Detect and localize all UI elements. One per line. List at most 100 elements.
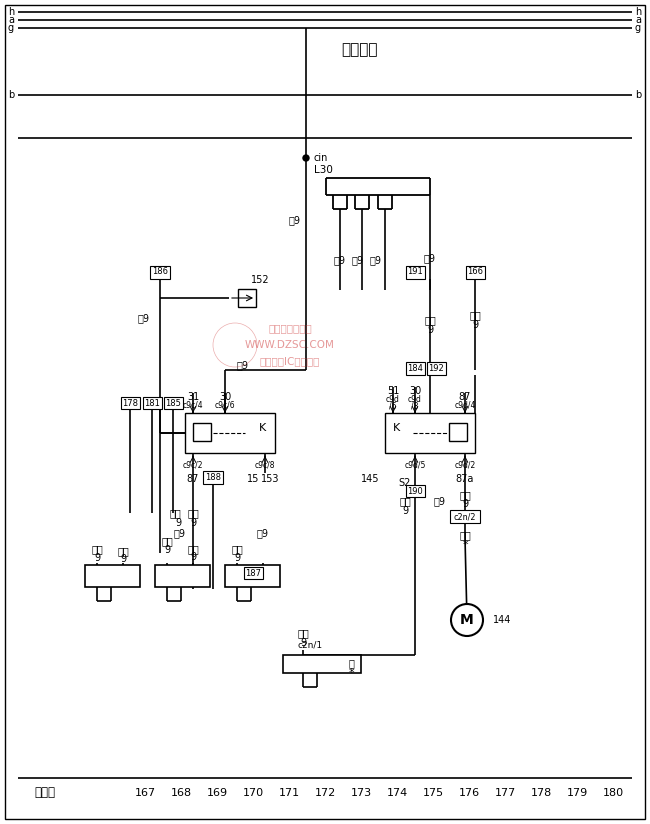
Text: 9: 9 (164, 545, 170, 555)
Text: *: * (348, 668, 354, 678)
Text: 红9: 红9 (424, 253, 436, 263)
Text: 中央电力: 中央电力 (342, 43, 378, 58)
Bar (225, 565, 280, 587)
Text: 红黑: 红黑 (459, 530, 471, 540)
Text: 9: 9 (120, 554, 126, 564)
Text: 红棕: 红棕 (169, 508, 181, 518)
Text: c9d: c9d (408, 395, 422, 404)
Text: 87a: 87a (456, 474, 474, 484)
Text: b: b (635, 90, 641, 100)
Text: 175: 175 (422, 788, 443, 798)
Text: 152: 152 (251, 275, 270, 285)
Text: K: K (259, 423, 266, 433)
Text: 9: 9 (472, 320, 478, 330)
Text: 144: 144 (493, 615, 512, 625)
Bar (283, 655, 361, 673)
Text: 红9: 红9 (289, 215, 301, 225)
Text: 177: 177 (495, 788, 515, 798)
Text: 棕9: 棕9 (138, 313, 150, 323)
Bar (385, 413, 475, 453)
Text: a: a (635, 15, 641, 25)
Text: c9c/2: c9c/2 (183, 461, 203, 470)
Text: 红9: 红9 (237, 360, 249, 370)
Bar (406, 362, 424, 374)
Text: c9d: c9d (386, 395, 400, 404)
Text: 184: 184 (407, 363, 423, 372)
Text: 172: 172 (315, 788, 335, 798)
Text: 30: 30 (409, 386, 421, 396)
Bar (203, 471, 223, 484)
Text: 167: 167 (135, 788, 155, 798)
Text: 维库电子市场网
WWW.DZSC.COM
全球最大IC采购网站: 维库电子市场网 WWW.DZSC.COM 全球最大IC采购网站 (245, 324, 335, 367)
Text: c2n/1: c2n/1 (298, 640, 322, 649)
Text: 9: 9 (190, 552, 196, 562)
Text: 9: 9 (462, 499, 468, 509)
Text: 186: 186 (152, 268, 168, 277)
Text: 白9: 白9 (434, 496, 446, 506)
Text: c9c/8: c9c/8 (255, 461, 275, 470)
Bar (185, 413, 275, 453)
Text: 170: 170 (242, 788, 263, 798)
Text: b: b (8, 90, 14, 100)
Text: /8: /8 (411, 401, 419, 410)
Text: S2: S2 (399, 478, 411, 488)
Bar (426, 362, 445, 374)
Text: 191: 191 (407, 268, 423, 277)
Text: 9: 9 (175, 518, 181, 528)
Text: 181: 181 (144, 399, 160, 408)
Text: 红棕: 红棕 (91, 544, 103, 554)
Text: 171: 171 (278, 788, 300, 798)
Text: h: h (635, 7, 641, 17)
Text: c2n/2: c2n/2 (454, 513, 476, 522)
Text: 174: 174 (386, 788, 408, 798)
Text: 白黑: 白黑 (459, 490, 471, 500)
Text: c9d/4: c9d/4 (454, 400, 476, 410)
Text: 9: 9 (427, 325, 433, 335)
Text: 178: 178 (122, 399, 138, 408)
Text: 红9: 红9 (370, 255, 382, 265)
Text: c9c/4: c9c/4 (183, 400, 203, 410)
Text: 9: 9 (190, 518, 196, 528)
Text: 棕白: 棕白 (231, 544, 243, 554)
Text: 187: 187 (245, 569, 261, 578)
Text: 白: 白 (348, 658, 354, 668)
Text: a: a (8, 15, 14, 25)
Text: 87: 87 (459, 392, 471, 402)
Bar (142, 397, 161, 409)
Bar (406, 485, 424, 497)
Text: g: g (8, 23, 14, 33)
Text: 红棕: 红棕 (469, 310, 481, 320)
Bar (406, 265, 424, 279)
Text: c9d/2: c9d/2 (454, 461, 476, 470)
Text: h: h (8, 7, 14, 17)
Text: 棕白: 棕白 (117, 546, 129, 556)
Text: 178: 178 (530, 788, 552, 798)
Text: 168: 168 (170, 788, 192, 798)
Text: 192: 192 (428, 363, 444, 372)
Text: L30: L30 (314, 165, 333, 175)
Text: /6: /6 (389, 401, 396, 410)
Text: c9c/6: c9c/6 (214, 400, 235, 410)
Text: 黑9: 黑9 (257, 528, 269, 538)
Text: 红9: 红9 (334, 255, 346, 265)
Text: 9: 9 (300, 638, 306, 648)
Text: cin: cin (314, 153, 328, 163)
Text: 棕白: 棕白 (161, 536, 173, 546)
Text: 红白: 红白 (297, 628, 309, 638)
Text: K: K (393, 423, 400, 433)
Text: 9: 9 (234, 553, 240, 563)
Text: 180: 180 (603, 788, 623, 798)
Text: 红9: 红9 (352, 255, 364, 265)
Text: *: * (462, 540, 468, 550)
Text: 31: 31 (187, 392, 199, 402)
Bar (164, 397, 183, 409)
Text: 169: 169 (207, 788, 228, 798)
Text: 15: 15 (247, 474, 259, 484)
Text: 9: 9 (94, 553, 100, 563)
Text: 87: 87 (187, 474, 199, 484)
Text: 188: 188 (205, 472, 221, 481)
Bar (450, 510, 480, 523)
Bar (150, 265, 170, 279)
Text: 190: 190 (407, 486, 423, 495)
Text: c9d/5: c9d/5 (404, 461, 426, 470)
